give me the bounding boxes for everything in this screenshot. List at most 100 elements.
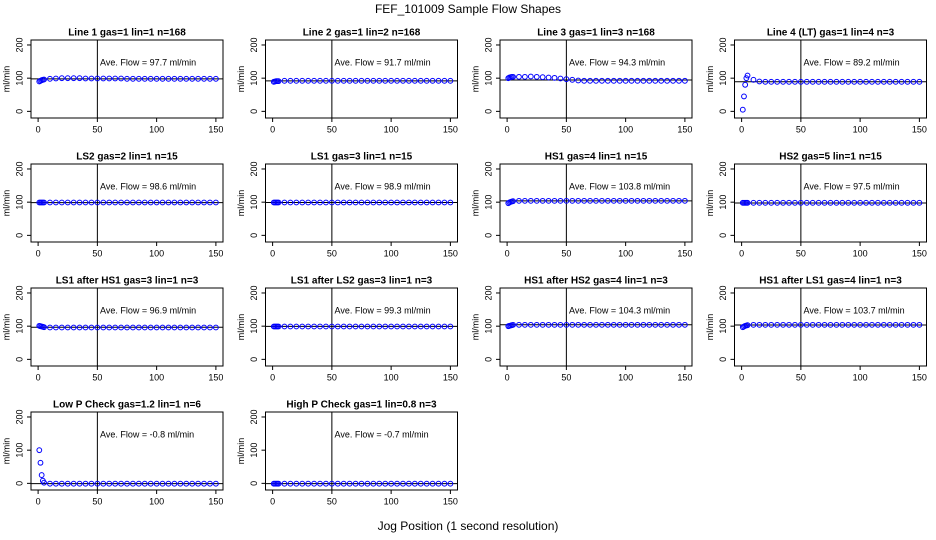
point — [323, 480, 329, 487]
point — [293, 480, 300, 487]
point — [52, 480, 59, 487]
x-tick-label: 150 — [912, 372, 927, 382]
x-tick-label: 150 — [443, 372, 458, 382]
point — [599, 321, 605, 328]
point — [130, 199, 136, 206]
point — [857, 78, 864, 85]
point — [845, 78, 852, 85]
point — [100, 324, 107, 331]
point — [587, 197, 593, 204]
y-tick-label: 100 — [14, 443, 24, 458]
point — [195, 75, 202, 82]
annotation: Ave. Flow = 98.9 ml/min — [335, 181, 431, 191]
point — [904, 199, 911, 206]
point — [118, 480, 124, 487]
point — [317, 323, 323, 330]
x-tick-label: 50 — [796, 248, 806, 258]
panel-title: HS1 after HS2 gas=4 lin=1 n=3 — [524, 276, 668, 287]
point — [429, 480, 436, 487]
panel-title: Line 1 gas=1 lin=1 n=168 — [68, 28, 186, 39]
point — [293, 199, 300, 206]
point — [616, 77, 623, 84]
point — [195, 480, 202, 487]
point — [551, 197, 558, 204]
point — [299, 199, 306, 206]
point — [147, 480, 154, 487]
point — [41, 479, 47, 486]
plot-frame — [265, 39, 458, 119]
x-tick-label: 50 — [796, 124, 806, 134]
annotation: Ave. Flow = 98.6 ml/min — [100, 181, 196, 191]
point — [159, 324, 166, 331]
y-tick-label: 200 — [483, 37, 493, 52]
point — [317, 77, 323, 84]
point — [762, 321, 769, 328]
point — [774, 199, 781, 206]
x-tick-label: 0 — [36, 124, 41, 134]
x-tick-label: 150 — [443, 248, 458, 258]
point — [406, 323, 412, 330]
panel-title: Line 4 (LT) gas=1 lin=4 n=3 — [767, 28, 895, 39]
x-tick-label: 150 — [443, 496, 458, 506]
x-tick-label: 50 — [561, 248, 571, 258]
point — [311, 199, 317, 206]
point — [886, 78, 893, 85]
point — [742, 81, 749, 88]
point — [845, 199, 852, 206]
point — [52, 75, 59, 82]
point — [58, 324, 65, 331]
point — [36, 447, 43, 454]
point — [744, 72, 751, 79]
point — [293, 77, 300, 84]
point — [774, 78, 781, 85]
point — [521, 321, 528, 328]
point — [364, 199, 371, 206]
point — [135, 480, 142, 487]
x-tick-label: 150 — [443, 124, 458, 134]
y-tick-label: 200 — [249, 161, 259, 176]
point — [70, 324, 77, 331]
y-tick-label: 0 — [249, 109, 259, 114]
point — [141, 480, 148, 487]
point — [370, 77, 377, 84]
point — [423, 323, 430, 330]
point — [141, 75, 148, 82]
point — [64, 199, 71, 206]
point — [646, 197, 653, 204]
y-axis-label: ml/min — [1, 190, 11, 217]
y-tick-label: 100 — [718, 195, 728, 210]
point — [165, 324, 172, 331]
point — [768, 199, 775, 206]
point — [82, 324, 89, 331]
point — [207, 199, 213, 206]
panel-title: Line 2 gas=1 lin=2 n=168 — [303, 28, 421, 39]
y-tick-label: 200 — [14, 37, 24, 52]
point — [815, 78, 822, 85]
point — [183, 324, 190, 331]
x-tick-label: 100 — [384, 124, 399, 134]
x-axis-label: Jog Position (1 second resolution) — [378, 519, 559, 533]
point — [195, 324, 202, 331]
point — [328, 480, 335, 487]
point — [780, 321, 786, 328]
point — [411, 77, 418, 84]
point — [406, 77, 412, 84]
point — [207, 324, 213, 331]
y-axis-label: ml/min — [1, 438, 11, 465]
point — [640, 77, 647, 84]
x-tick-label: 150 — [912, 124, 927, 134]
point — [346, 199, 353, 206]
y-axis-label: ml/min — [470, 190, 480, 217]
point — [827, 78, 834, 85]
point — [364, 77, 371, 84]
point — [346, 77, 353, 84]
point — [64, 324, 71, 331]
point — [821, 321, 828, 328]
point — [441, 199, 448, 206]
point — [880, 78, 887, 85]
point — [388, 77, 395, 84]
point — [510, 198, 516, 205]
point — [581, 77, 588, 84]
point — [124, 75, 130, 82]
